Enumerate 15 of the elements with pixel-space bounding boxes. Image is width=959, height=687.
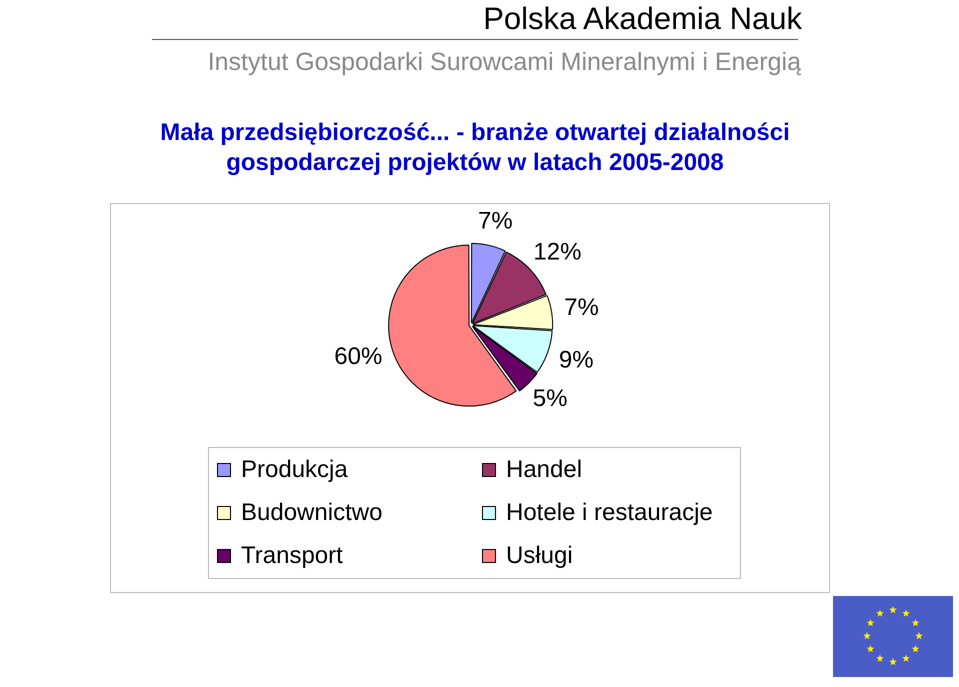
legend-label: Usługi	[506, 542, 573, 570]
legend-label: Produkcja	[241, 456, 348, 484]
legend-label: Budownictwo	[241, 498, 382, 526]
data-label: 12%	[533, 238, 582, 266]
legend-label: Transport	[241, 542, 343, 570]
data-label: 5%	[532, 385, 568, 412]
text: Instytut Gospodarki Surowcami Mineralnymi i Energią	[208, 47, 801, 78]
text: Polska Akademia Nauk	[483, 1, 802, 37]
legend-label: Handel	[506, 456, 582, 484]
data-label: 60%	[334, 343, 382, 370]
data-label: 9%	[558, 346, 594, 374]
chart-title: Mała przedsiębiorczość... - branże otwartej działalności gospodarczej projektów w latach 2005-2008	[159, 118, 791, 178]
data-label: 7%	[564, 294, 599, 322]
legend-label: Hotele i restauracje	[506, 498, 713, 526]
data-label: 7%	[478, 208, 513, 235]
